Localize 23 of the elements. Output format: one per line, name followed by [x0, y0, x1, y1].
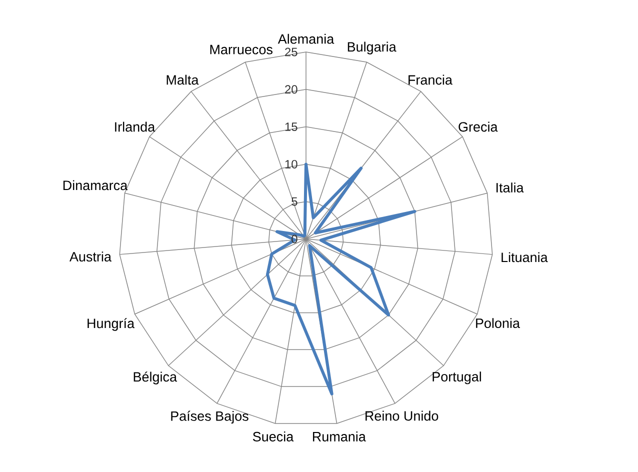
spoke-label: Malta [166, 74, 199, 85]
spoke-label: Francia [408, 74, 452, 85]
spoke-label: Polonia [476, 318, 520, 328]
spoke-label: Irlanda [115, 122, 156, 132]
spoke-label: Portugal [432, 372, 481, 384]
spoke-label: Hungría [88, 318, 135, 331]
y-tick-label: 20 [285, 85, 298, 94]
spoke-label: Austria [69, 252, 112, 262]
spoke-label: Grecia [458, 122, 498, 132]
spoke-label: Italia [496, 182, 524, 192]
spoke-label: Países Bajos [171, 410, 248, 424]
spoke-label: Reino Unido [366, 410, 438, 421]
spoke-label: Rumania [312, 432, 366, 442]
y-tick-label: 25 [285, 48, 298, 56]
spoke-label: Suecia [252, 432, 294, 442]
spoke-label: Bulgaria [348, 42, 396, 54]
spoke-label: Lituania [502, 252, 548, 262]
spoke-label: Dinamarca [63, 180, 128, 190]
spoke-label: Alemania [278, 34, 334, 44]
spoke-label: Marruecos [210, 44, 272, 54]
y-tick-label: 15 [285, 122, 298, 131]
spoke-label: Bélgica [134, 372, 178, 384]
y-tick-label: 10 [285, 160, 298, 168]
